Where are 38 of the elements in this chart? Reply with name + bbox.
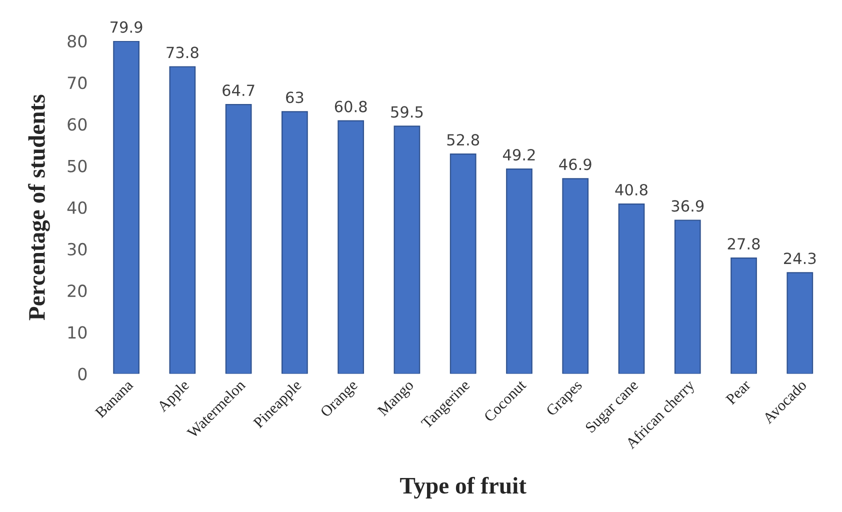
- data-label: 52.8: [447, 134, 480, 146]
- bar: [225, 104, 252, 374]
- y-tick-label: 0: [78, 368, 87, 380]
- x-tick-label: Pear: [725, 379, 752, 406]
- bar: [618, 203, 645, 374]
- y-tick-label: 40: [67, 201, 87, 214]
- x-axis-title: Type of fruit: [400, 476, 526, 499]
- data-label: 27.8: [728, 238, 760, 250]
- bar: [562, 178, 589, 374]
- data-label: 40.8: [615, 184, 648, 196]
- data-label: 60.8: [334, 100, 367, 112]
- bar: [394, 126, 420, 374]
- data-label: 64.7: [222, 84, 254, 96]
- bar: [730, 258, 757, 374]
- data-label: 79.9: [110, 21, 142, 33]
- bar: [338, 120, 364, 374]
- y-tick-label: 20: [68, 284, 87, 298]
- data-label: 24.3: [784, 252, 816, 264]
- data-label: 46.9: [559, 158, 592, 170]
- bar: [786, 272, 814, 374]
- data-label: 73.8: [166, 46, 198, 58]
- bar: [113, 40, 140, 374]
- y-tick-label: 70: [68, 76, 87, 90]
- y-tick-label: 60: [68, 118, 87, 131]
- y-tick-label: 30: [68, 242, 87, 256]
- data-label: 49.2: [502, 149, 535, 161]
- bar: [169, 66, 196, 374]
- data-label: 59.5: [391, 106, 423, 118]
- data-label: 36.9: [672, 200, 704, 212]
- bar: [282, 111, 308, 374]
- y-axis-title: Percentage of students: [28, 94, 50, 320]
- bar: [450, 154, 476, 374]
- data-label: 63: [286, 92, 304, 104]
- y-tick-label: 50: [68, 160, 87, 172]
- y-tick-label: 80: [68, 34, 87, 48]
- bar: [674, 220, 701, 374]
- bar: [506, 168, 532, 374]
- y-tick-label: 10: [68, 326, 87, 339]
